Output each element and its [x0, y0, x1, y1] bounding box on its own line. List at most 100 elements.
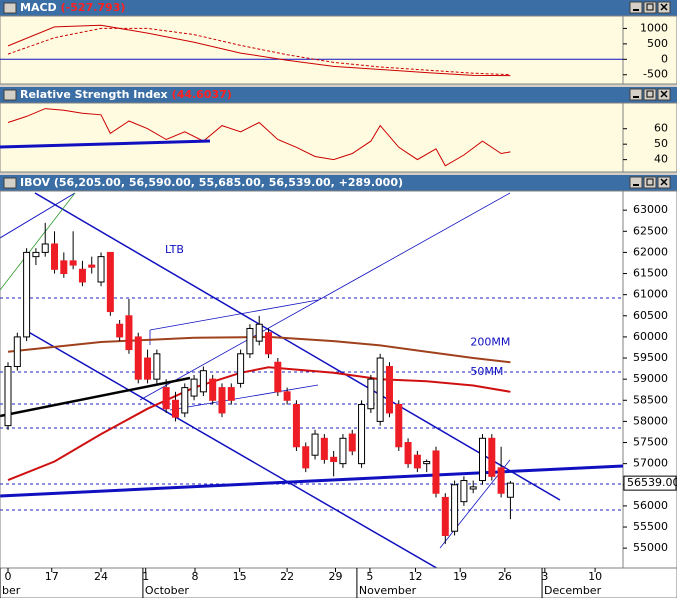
candle-body [479, 437, 487, 482]
panel-icon [3, 177, 17, 189]
trend-line [0, 192, 76, 239]
button-glyph [646, 3, 654, 11]
candle-body [441, 496, 449, 536]
candle-body [162, 387, 170, 410]
month-label: October [145, 584, 189, 597]
button-glyph [660, 3, 668, 11]
y-tick-label: 62500 [633, 224, 668, 237]
series-label: 200MM [470, 335, 510, 348]
y-tick-label: 50 [654, 137, 668, 150]
candle-body [506, 482, 514, 498]
candle-body [134, 336, 142, 380]
title-bar [0, 175, 677, 191]
panel-title: IBOV (56,205.00, 56,590.00, 55,685.00, 5… [20, 176, 403, 189]
candle-body [41, 243, 49, 253]
axis-area [622, 102, 677, 173]
x-tick-label: 1 [142, 570, 149, 583]
window-button[interactable] [629, 1, 643, 14]
candle-body [460, 480, 468, 503]
candle-body [97, 256, 105, 283]
candle-body [451, 484, 459, 532]
button-glyph [660, 90, 668, 98]
panel-title-value: (-527.793) [61, 1, 126, 14]
button-glyph [660, 178, 668, 186]
candle-body [190, 378, 198, 397]
candle-body [209, 378, 217, 401]
y-tick-label: 60 [654, 122, 668, 135]
plot [0, 24, 623, 77]
x-tick-label: 12 [409, 570, 423, 583]
x-tick-label: 8 [192, 570, 199, 583]
y-tick-label: 63000 [633, 203, 668, 216]
candle-body [432, 450, 440, 494]
candle-body [88, 264, 96, 268]
rsi-trend-line [0, 139, 211, 149]
support-line [0, 464, 623, 498]
last-price-box [623, 475, 677, 491]
panel-title: Relative Strength Index [20, 88, 168, 101]
window-button[interactable] [643, 176, 657, 189]
y-tick-label: -500 [643, 68, 668, 81]
candle-body [181, 387, 189, 414]
x-tick-label: 22 [280, 570, 294, 583]
y-tick-label: 500 [647, 37, 668, 50]
candle-body [330, 456, 338, 463]
x-tick-label: 15 [233, 570, 247, 583]
series-line [7, 27, 511, 76]
trend-line [0, 376, 191, 418]
annotation: LTB [165, 243, 184, 256]
candle-body [311, 433, 319, 456]
panel-icon [3, 2, 17, 14]
x-axis-area [0, 567, 677, 598]
candle-body [255, 323, 263, 342]
y-tick-label: 61500 [633, 267, 668, 280]
candle-body [218, 387, 226, 414]
y-tick-label: 59000 [633, 372, 668, 385]
candle-body [227, 387, 235, 401]
x-tick-label: 10 [588, 570, 602, 583]
series-label: 50MM [470, 365, 503, 378]
window-button[interactable] [643, 88, 657, 101]
x-tick-label: 3 [541, 570, 548, 583]
candle-body [469, 486, 477, 490]
y-tick-label: 62000 [633, 245, 668, 258]
trend-line [24, 329, 439, 568]
candle-body [497, 467, 505, 494]
y-tick-label: 55500 [633, 520, 668, 533]
x-tick-label: 0 [5, 570, 12, 583]
y-tick-label: 57000 [633, 457, 668, 470]
y-tick-label: 40 [654, 153, 668, 166]
candle-body [339, 437, 347, 465]
plot [0, 192, 623, 568]
trend-line [0, 192, 76, 291]
candle-body [199, 370, 207, 393]
trend-line [169, 384, 319, 411]
month-label: November [359, 584, 417, 597]
candle-body [302, 446, 310, 469]
candle-body [153, 353, 161, 380]
window-button[interactable] [643, 1, 657, 14]
plot-area [0, 190, 624, 569]
candle-body [348, 433, 356, 452]
plot-area [0, 15, 624, 85]
candle-body [78, 268, 86, 283]
plot-area [0, 102, 624, 173]
plot [0, 108, 511, 167]
candle-body [488, 437, 496, 477]
candle-body [404, 442, 412, 465]
candle-body [51, 243, 59, 270]
candle-body [23, 251, 31, 338]
window-button[interactable] [629, 176, 643, 189]
window-button[interactable] [629, 88, 643, 101]
trend-line [139, 192, 511, 401]
y-tick-label: 60000 [633, 330, 668, 343]
y-tick-label: 56000 [633, 499, 668, 512]
x-tick-label: 26 [498, 570, 512, 583]
x-tick-label: 24 [94, 570, 108, 583]
candle-body [385, 365, 393, 414]
candle-body [69, 260, 77, 266]
candle-body [265, 332, 273, 355]
y-tick-label: 57500 [633, 436, 668, 449]
y-tick-label: 58500 [633, 393, 668, 406]
candle-body [358, 404, 366, 465]
